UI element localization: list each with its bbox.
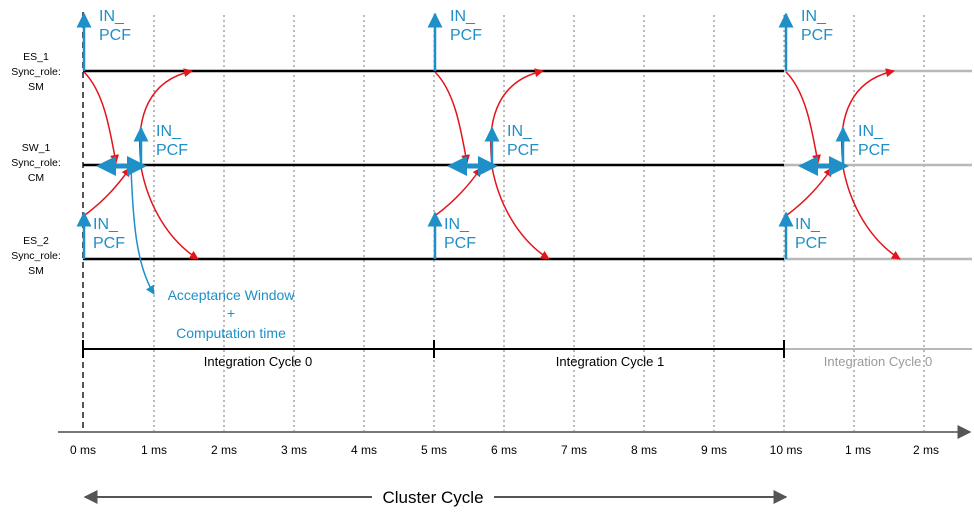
red-arrow-es2-to-sw1 [786, 167, 833, 216]
tick-label: 2 ms [913, 443, 939, 457]
pcf-label-es1-c2-line2: PCF [801, 27, 833, 44]
pcf-label-es1-c1-line1: IN_ [450, 8, 476, 25]
cycle-0: IN_ PCF IN_ PCF IN_ PCF [76, 8, 199, 295]
red-arrow-es1-to-sw1 [83, 71, 119, 164]
pcf-label-sw1-c0-line2: PCF [156, 142, 188, 159]
cluster-cycle: Cluster Cycle [83, 488, 788, 507]
annotation-line1: Acceptance Window [168, 287, 296, 303]
pcf-label-sw1-c0-line1: IN_ [156, 123, 182, 140]
integration-cycle-label-1: Integration Cycle 1 [556, 354, 664, 369]
lane-label-sw1: SW_1 Sync_role: CM [11, 142, 61, 184]
annotation-line3: Computation time [176, 325, 286, 341]
integration-cycle-label-2: Integration Cycle 0 [824, 354, 932, 369]
tick-label: 0 ms [70, 443, 96, 457]
red-arrow-es2-to-sw1 [84, 167, 131, 216]
pcf-label-es1-c0-line2: PCF [99, 27, 131, 44]
red-arrow-es1-to-sw1 [785, 71, 821, 164]
red-arrow-sw1-to-es2 [140, 166, 199, 260]
lane-es2-name: ES_2 [23, 235, 49, 247]
pcf-label-es1-c2-line1: IN_ [801, 8, 827, 25]
red-arrow-sw1-to-es2 [491, 166, 550, 260]
lane-label-es2: ES_2 Sync_role: SM [11, 235, 61, 277]
pcf-label-es2-c0-line1: IN_ [93, 216, 119, 233]
pcf-label-sw1-c2-line1: IN_ [858, 123, 884, 140]
pcf-label-es1-c1-line2: PCF [450, 27, 482, 44]
time-axis: 0 ms 1 ms 2 ms 3 ms 4 ms 5 ms 6 ms 7 ms … [58, 425, 972, 457]
timelines [83, 69, 972, 261]
tick-label: 2 ms [211, 443, 237, 457]
lane-sw1-role: Sync_role: [11, 157, 61, 169]
annotation-line2: + [227, 305, 235, 321]
lane-sw1-value: CM [28, 172, 44, 184]
lane-es1-value: SM [28, 81, 44, 93]
tick-label: 6 ms [491, 443, 517, 457]
red-arrow-es1-to-sw1 [434, 71, 470, 164]
cycle-2: IN_ PCF IN_ PCF IN_ PCF [778, 8, 901, 260]
lane-sw1-name: SW_1 [22, 142, 51, 154]
tick-label: 8 ms [631, 443, 657, 457]
integration-cycle-bar: Integration Cycle 0 Integration Cycle 1 … [82, 340, 972, 369]
lane-es2-role: Sync_role: [11, 250, 61, 262]
lane-es1-role: Sync_role: [11, 66, 61, 78]
acceptance-window-annotation: Acceptance Window + Computation time [168, 287, 296, 341]
red-arrow-es2-to-sw1 [435, 167, 482, 216]
tick-label: 7 ms [561, 443, 587, 457]
tick-label: 1 ms [141, 443, 167, 457]
tick-label: 9 ms [701, 443, 727, 457]
pcf-label-sw1-c1-line2: PCF [507, 142, 539, 159]
tick-label: 5 ms [421, 443, 447, 457]
pcf-label-es2-c2-line2: PCF [795, 235, 827, 252]
pcf-label-es1-c0-line1: IN_ [99, 8, 125, 25]
lane-label-es1: ES_1 Sync_role: SM [11, 51, 61, 93]
pcf-label-es2-c2-line1: IN_ [795, 216, 821, 233]
pcf-label-sw1-c2-line2: PCF [858, 142, 890, 159]
integration-cycle-label-0: Integration Cycle 0 [204, 354, 312, 369]
pcf-label-es2-c1-line2: PCF [444, 235, 476, 252]
pcf-label-es2-c0-line2: PCF [93, 235, 125, 252]
tick-label: 1 ms [845, 443, 871, 457]
lane-es2-value: SM [28, 265, 44, 277]
tick-label: 10 ms [770, 443, 803, 457]
lane-es1-name: ES_1 [23, 51, 49, 63]
red-arrow-sw1-to-es2 [842, 166, 901, 260]
pcf-label-es2-c1-line1: IN_ [444, 216, 470, 233]
tick-label: 3 ms [281, 443, 307, 457]
pcf-label-sw1-c1-line1: IN_ [507, 123, 533, 140]
annotation-pointer [130, 167, 155, 295]
cluster-cycle-label: Cluster Cycle [382, 488, 483, 507]
cycle-1: IN_ PCF IN_ PCF IN_ PCF [427, 8, 550, 260]
tick-label: 4 ms [351, 443, 377, 457]
